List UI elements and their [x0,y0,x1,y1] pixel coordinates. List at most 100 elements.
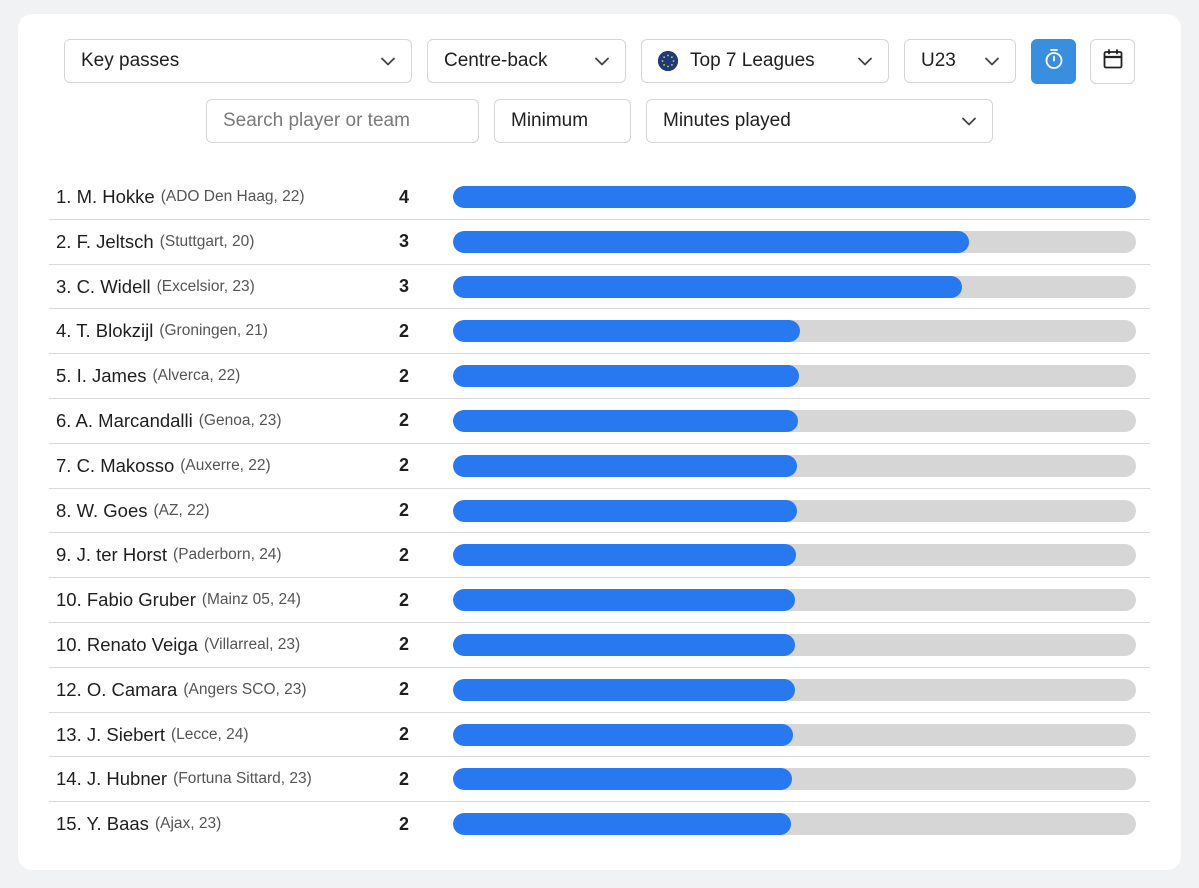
search-input[interactable] [206,99,479,143]
player-team-age: (AZ, 22) [153,501,210,519]
calendar-icon [1102,48,1124,75]
player-team-age: (Fortuna Sittard, 23) [173,770,312,788]
player-row[interactable]: 15. Y. Baas (Ajax, 23) 2 [49,802,1150,847]
stat-bar-track [453,499,1136,522]
stat-bar-fill [453,544,796,567]
player-name: 3. C. Widell [56,275,151,297]
position-select[interactable]: Centre-back [427,39,626,83]
player-row[interactable]: 13. J. Siebert (Lecce, 24) 2 [49,713,1150,758]
player-row[interactable]: 7. C. Makosso (Auxerre, 22) 2 [49,444,1150,489]
player-team-age: (Villarreal, 23) [203,635,301,653]
stat-select[interactable]: Key passes [64,39,412,83]
stat-value: 2 [398,500,409,521]
competition-select[interactable]: Top 7 Leagues [641,39,889,83]
player-name: 12. O. Camara [56,678,178,700]
chevron-down-icon [379,52,397,70]
stat-bar-track [453,320,1136,343]
stat-bar-track [453,454,1136,477]
calendar-button[interactable] [1090,39,1135,84]
player-row[interactable]: 12. O. Camara (Angers SCO, 23) 2 [49,668,1150,713]
player-team-age: (Auxerre, 22) [180,456,271,474]
stat-bar-track [453,589,1136,612]
player-team-age: (Paderborn, 24) [173,546,282,564]
stat-bar-fill [453,365,799,388]
stat-bar-track [453,230,1136,253]
stat-value: 2 [398,410,409,431]
minimum-metric-value: Minutes played [663,110,791,131]
player-row[interactable]: 6. A. Marcandalli (Genoa, 23) 2 [49,399,1150,444]
player-name: 1. M. Hokke [56,186,155,207]
player-name-cell: 3. C. Widell (Excelsior, 23) [56,265,255,309]
position-select-value: Centre-back [444,50,548,71]
stat-bar-track [453,678,1136,701]
stat-value: 2 [398,544,409,565]
stat-bar-track [453,186,1136,208]
player-name-cell: 6. A. Marcandalli (Genoa, 23) [56,399,281,443]
stat-value: 2 [398,365,409,386]
globe-icon [658,51,678,71]
player-name-cell: 15. Y. Baas (Ajax, 23) [56,802,221,846]
player-name-cell: 7. C. Makosso (Auxerre, 22) [56,444,271,488]
player-name: 14. J. Hubner [56,768,168,790]
player-name-cell: 1. M. Hokke (ADO Den Haag, 22) [56,175,305,219]
stat-bar-track [453,633,1136,656]
player-row[interactable]: 1. M. Hokke (ADO Den Haag, 22) 4 [49,175,1150,220]
stopwatch-icon [1043,48,1065,75]
stat-bar-fill [453,589,796,612]
player-row[interactable]: 2. F. Jeltsch (Stuttgart, 20) 3 [49,220,1150,265]
stat-bar-fill [453,633,796,656]
minimum-metric-select[interactable]: Minutes played [646,99,993,143]
stat-bar-fill [453,768,793,791]
stat-value: 3 [398,231,409,252]
player-team-age: (Alverca, 22) [152,367,241,385]
player-team-age: (Excelsior, 23) [156,277,255,295]
player-name: 10. Renato Veiga [56,633,198,655]
player-team-age: (ADO Den Haag, 22) [160,188,305,205]
stat-bar-track [453,723,1136,746]
player-name: 9. J. ter Horst [56,544,168,566]
player-name: 5. I. James [56,365,147,387]
player-row[interactable]: 10. Fabio Gruber (Mainz 05, 24) 2 [49,578,1150,623]
player-row[interactable]: 14. J. Hubner (Fortuna Sittard, 23) 2 [49,757,1150,803]
player-row[interactable]: 3. C. Widell (Excelsior, 23) 3 [49,265,1150,310]
player-name: 10. Fabio Gruber [56,589,196,611]
chevron-down-icon [593,52,611,70]
stat-bar-fill [453,409,798,432]
age-select[interactable]: U23 [904,39,1016,83]
stat-value: 2 [398,724,409,745]
player-team-age: (Groningen, 21) [159,322,268,340]
stat-bar-fill [453,320,800,343]
player-name: 15. Y. Baas [56,813,149,835]
stat-bar-track [453,544,1136,567]
chevron-down-icon [960,112,978,130]
player-name: 7. C. Makosso [56,454,175,476]
stat-bar-fill [453,230,969,253]
stat-select-value: Key passes [81,50,180,71]
stat-bar-fill [453,454,798,477]
stopwatch-button[interactable] [1031,39,1076,84]
minimum-field-value: Minimum [511,110,589,131]
player-name-cell: 9. J. ter Horst (Paderborn, 24) [56,533,282,577]
stat-value: 2 [398,320,409,341]
player-row[interactable]: 5. I. James (Alverca, 22) 2 [49,354,1150,399]
player-row[interactable]: 9. J. ter Horst (Paderborn, 24) 2 [49,533,1150,579]
stat-bar-track [453,365,1136,388]
competition-select-value: Top 7 Leagues [690,50,815,71]
player-name-cell: 5. I. James (Alverca, 22) [56,354,240,398]
player-team-age: (Ajax, 23) [154,815,222,833]
stat-bar-fill [453,813,792,836]
player-row[interactable]: 10. Renato Veiga (Villarreal, 23) 2 [49,623,1150,668]
player-name-cell: 10. Fabio Gruber (Mainz 05, 24) [56,578,301,622]
age-select-value: U23 [921,50,956,71]
minimum-field[interactable]: Minimum [494,99,631,143]
player-row[interactable]: 8. W. Goes (AZ, 22) 2 [49,489,1150,534]
chevron-down-icon [983,52,1001,70]
stat-bar-track [453,275,1136,298]
player-ranking-list: 1. M. Hokke (ADO Den Haag, 22) 4 2. F. Jelt… [49,175,1150,847]
player-team-age: (Lecce, 24) [171,725,249,743]
player-team-age: (Stuttgart, 20) [159,232,255,250]
player-name-cell: 13. J. Siebert (Lecce, 24) [56,713,249,757]
stat-value: 4 [398,186,409,207]
player-row[interactable]: 4. T. Blokzijl (Groningen, 21) 2 [49,309,1150,355]
player-name-cell: 2. F. Jeltsch (Stuttgart, 20) [56,220,254,264]
